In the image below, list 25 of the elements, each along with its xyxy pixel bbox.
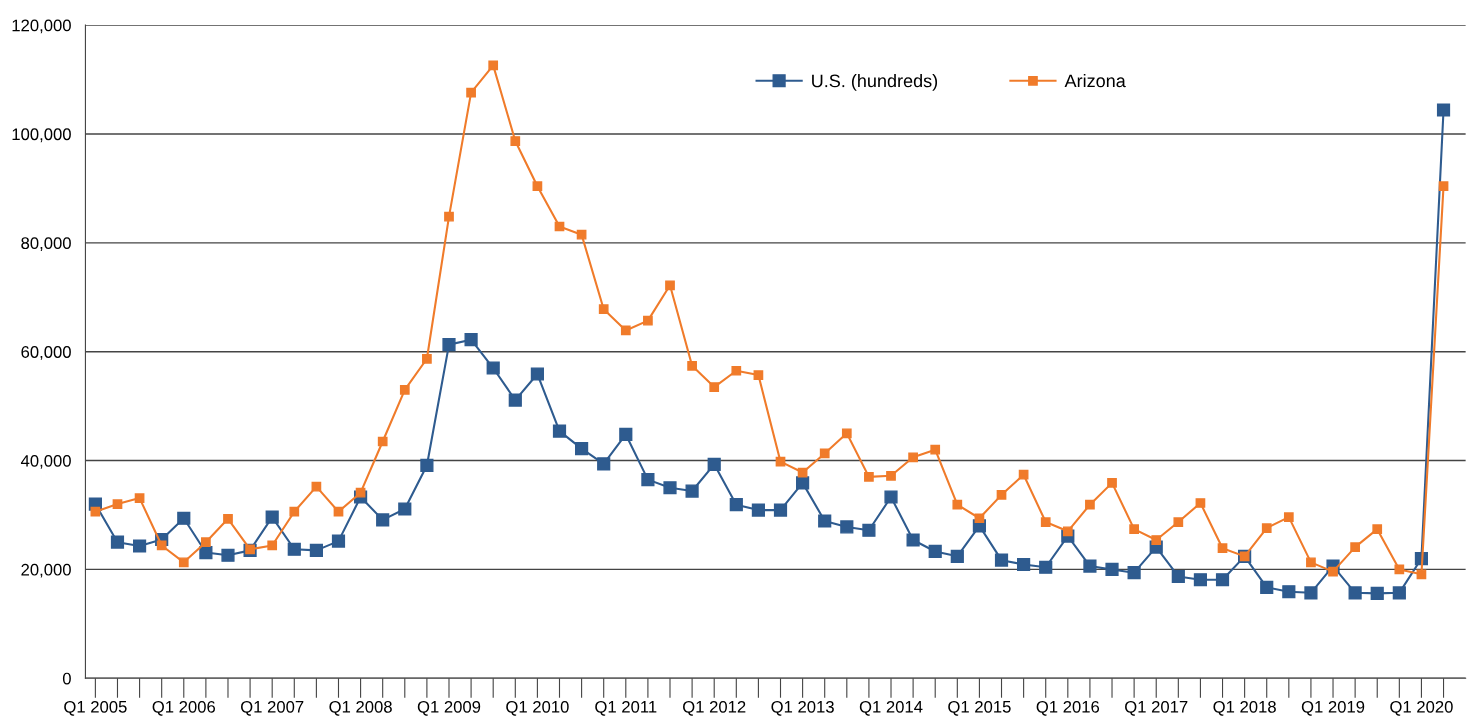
x-tick-label: Q1 2019 [1301, 700, 1365, 716]
x-tick-label: Q1 2018 [1213, 700, 1276, 716]
x-tick-label: Q1 2009 [417, 700, 481, 716]
x-tick-label: Q1 2010 [506, 700, 569, 716]
y-tick-label: 20,000 [21, 563, 71, 578]
y-tick-label: 40,000 [20, 454, 71, 469]
x-tick-label: Q1 2008 [329, 700, 392, 716]
x-tick-label: Q1 2005 [64, 700, 127, 716]
x-tick-label: Q1 2007 [241, 700, 304, 716]
x-tick-label: Q1 2016 [1036, 700, 1100, 716]
y-tick-label: 60,000 [21, 346, 71, 360]
x-tick-label: Q1 2013 [771, 700, 834, 716]
legend-label: Arizona [1064, 74, 1126, 88]
x-tick-label: Q1 2006 [152, 700, 216, 716]
y-tick-label: 100,000 [12, 128, 71, 143]
x-tick-label: Q1 2015 [948, 700, 1011, 716]
x-tick-label: Q1 2011 [595, 700, 657, 716]
x-tick-label: Q1 2020 [1390, 700, 1453, 716]
x-tick-label: Q1 2014 [859, 700, 923, 716]
y-tick-label: 0 [62, 672, 71, 685]
x-tick-label: Q1 2012 [683, 700, 746, 716]
y-tick-label: 120,000 [12, 19, 71, 34]
y-tick-label: 80,000 [21, 237, 71, 251]
x-tick-label: Q1 2017 [1125, 700, 1188, 716]
legend-label: U.S. (hundreds) [812, 74, 938, 91]
